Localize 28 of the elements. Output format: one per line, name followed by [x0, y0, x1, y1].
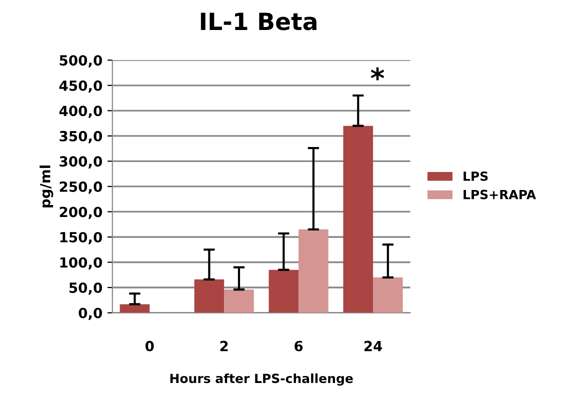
y-tick-label: 300,0 — [60, 156, 102, 168]
y-tick-label: 400,0 — [59, 106, 102, 118]
bar — [373, 277, 403, 313]
y-tick-label: 450,0 — [59, 80, 102, 93]
y-tick-label: 500,0 — [60, 55, 102, 68]
x-tick-label: 24 — [364, 340, 382, 352]
x-tick-label: 6 — [294, 340, 303, 352]
bar — [120, 304, 150, 313]
y-tick-label: 100,0 — [60, 257, 102, 270]
y-tick-label: 350,0 — [60, 130, 102, 144]
y-tick-label: 150,0 — [60, 232, 102, 244]
x-tick-label: 2 — [220, 340, 228, 352]
bar — [298, 229, 328, 313]
y-axis-title: pg/ml — [40, 166, 54, 208]
y-tick-label: 50,0 — [69, 282, 102, 295]
annotation: * — [370, 67, 384, 80]
x-axis-title: Hours after LPS-challenge — [170, 373, 353, 386]
y-tick-label: 0,0 — [78, 308, 102, 320]
y-tick-label: 250,0 — [60, 181, 102, 194]
bar — [343, 126, 374, 313]
chart-title: IL-1 Beta — [200, 12, 316, 30]
legend-label: LPS — [464, 171, 488, 181]
y-tick-label: 200,0 — [60, 206, 102, 219]
legend-label: LPS+RAPA — [464, 190, 536, 200]
bar — [224, 290, 254, 313]
x-tick-label: 0 — [145, 340, 154, 352]
bar — [268, 270, 299, 313]
bar — [194, 279, 224, 313]
